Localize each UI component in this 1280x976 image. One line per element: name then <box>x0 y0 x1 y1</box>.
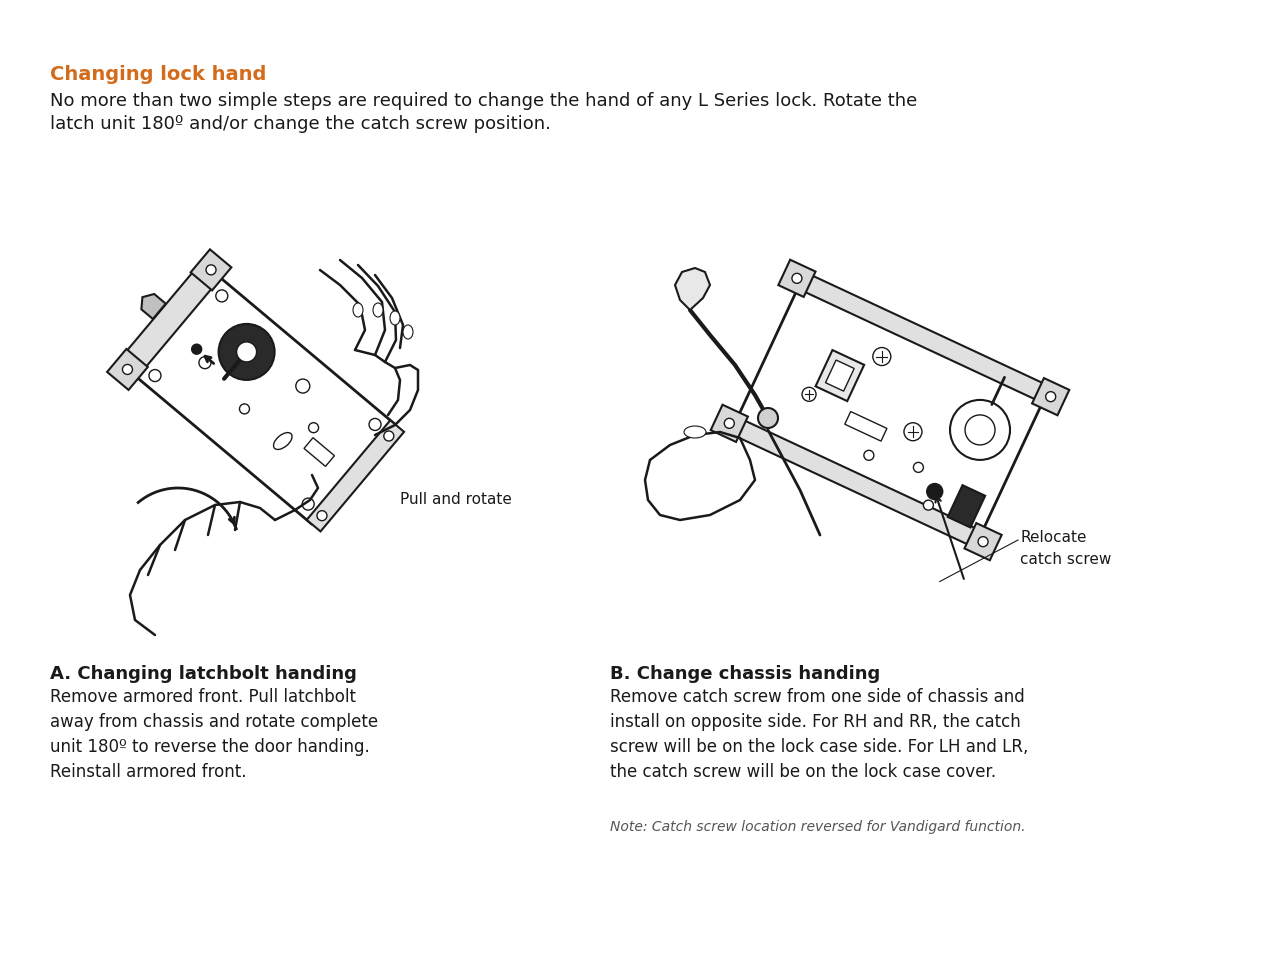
Circle shape <box>206 264 216 275</box>
Circle shape <box>1046 391 1056 402</box>
Text: Changing lock hand: Changing lock hand <box>50 65 266 84</box>
Text: Remove armored front. Pull latchbolt
away from chassis and rotate complete
unit : Remove armored front. Pull latchbolt awa… <box>50 688 378 781</box>
Circle shape <box>758 408 778 428</box>
Circle shape <box>978 537 988 547</box>
Text: Note: Catch screw location reversed for Vandigard function.: Note: Catch screw location reversed for … <box>611 820 1025 834</box>
Circle shape <box>864 450 874 461</box>
Circle shape <box>296 379 310 393</box>
Circle shape <box>792 273 803 283</box>
Circle shape <box>237 342 256 362</box>
Polygon shape <box>710 405 748 442</box>
Circle shape <box>198 356 211 369</box>
Polygon shape <box>191 250 232 290</box>
Polygon shape <box>778 260 815 297</box>
Circle shape <box>148 370 161 382</box>
Polygon shape <box>118 262 220 378</box>
Polygon shape <box>307 421 404 531</box>
Ellipse shape <box>403 325 413 339</box>
Polygon shape <box>964 523 1002 560</box>
Text: Relocate: Relocate <box>1020 530 1087 545</box>
Circle shape <box>123 364 132 375</box>
Circle shape <box>317 510 326 520</box>
Circle shape <box>192 345 202 354</box>
Polygon shape <box>675 268 710 310</box>
Text: Pull and rotate: Pull and rotate <box>399 493 512 508</box>
Circle shape <box>914 463 923 472</box>
Circle shape <box>846 370 856 381</box>
Polygon shape <box>141 294 165 319</box>
Polygon shape <box>845 412 887 441</box>
Text: No more than two simple steps are required to change the hand of any L Series lo: No more than two simple steps are requir… <box>50 92 918 110</box>
Circle shape <box>873 347 891 366</box>
Text: latch unit 180º and/or change the catch screw position.: latch unit 180º and/or change the catch … <box>50 115 550 133</box>
Circle shape <box>803 387 817 401</box>
Ellipse shape <box>390 311 399 325</box>
Ellipse shape <box>684 426 707 438</box>
Ellipse shape <box>274 432 292 450</box>
Text: A. Changing latchbolt handing: A. Changing latchbolt handing <box>50 665 357 683</box>
Polygon shape <box>305 437 334 467</box>
Circle shape <box>927 483 943 500</box>
Text: Remove catch screw from one side of chassis and
install on opposite side. For RH: Remove catch screw from one side of chas… <box>611 688 1028 781</box>
Polygon shape <box>136 276 394 524</box>
Circle shape <box>965 415 995 445</box>
Polygon shape <box>947 485 986 527</box>
Circle shape <box>308 423 319 432</box>
Text: catch screw: catch screw <box>1020 552 1111 567</box>
Circle shape <box>239 404 250 414</box>
Polygon shape <box>730 418 982 548</box>
Circle shape <box>219 324 275 380</box>
Polygon shape <box>826 360 854 391</box>
Polygon shape <box>108 349 147 390</box>
Circle shape <box>369 419 381 430</box>
Circle shape <box>904 423 922 441</box>
Ellipse shape <box>353 303 364 317</box>
Circle shape <box>384 431 394 441</box>
Circle shape <box>950 400 1010 460</box>
Polygon shape <box>815 350 864 401</box>
Text: B. Change chassis handing: B. Change chassis handing <box>611 665 881 683</box>
Circle shape <box>724 419 735 428</box>
Circle shape <box>302 498 314 510</box>
Polygon shape <box>1032 378 1069 415</box>
Polygon shape <box>735 283 1044 538</box>
Circle shape <box>216 290 228 302</box>
Ellipse shape <box>372 303 383 317</box>
Polygon shape <box>797 272 1050 403</box>
Circle shape <box>923 500 933 510</box>
